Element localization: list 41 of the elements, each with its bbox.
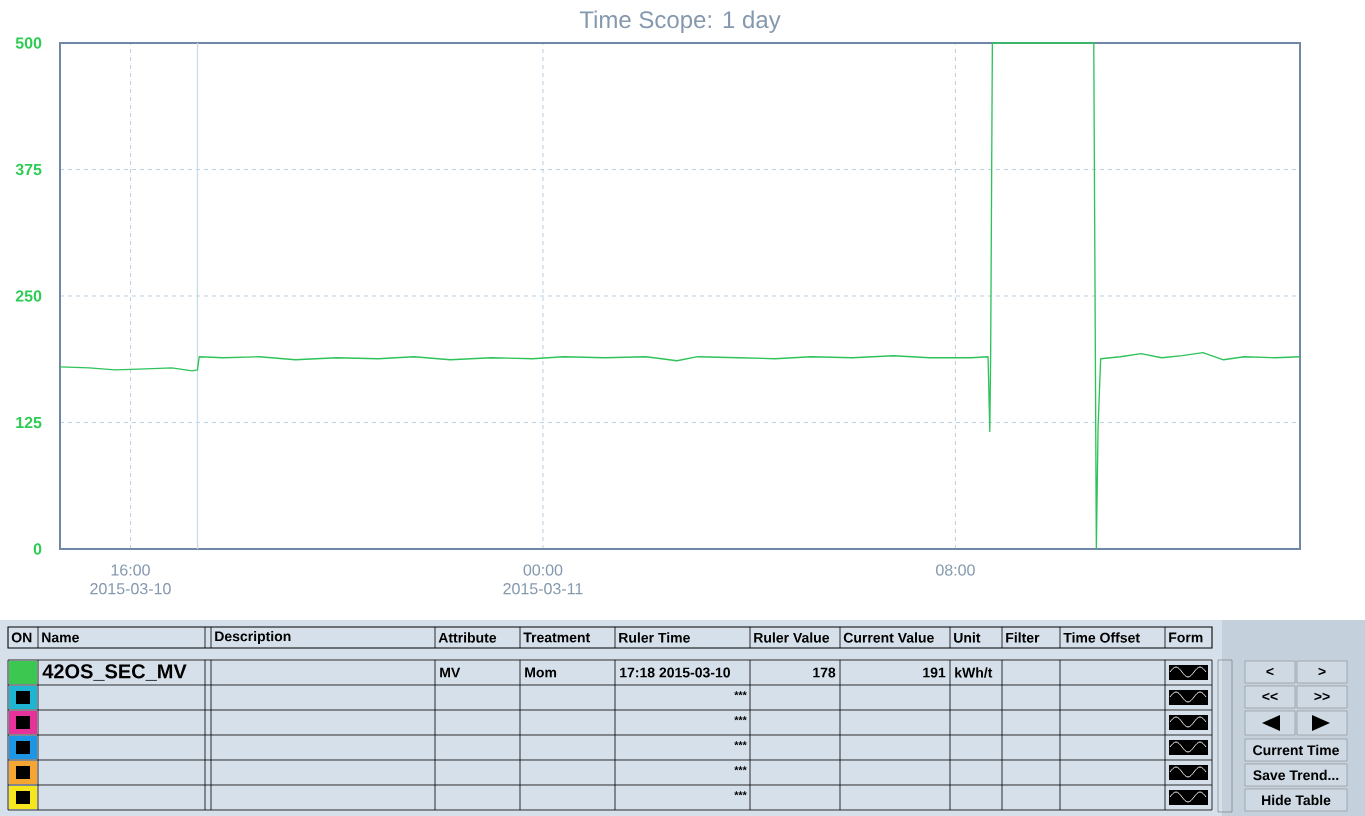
y-tick-label: 500 bbox=[15, 37, 42, 49]
text: *** bbox=[734, 716, 747, 721]
text: *** bbox=[734, 741, 747, 746]
text: Mom bbox=[525, 667, 557, 678]
text: Current Value bbox=[843, 632, 934, 643]
text: Filter bbox=[1006, 632, 1040, 643]
text: Description bbox=[215, 630, 291, 645]
text: Current Time bbox=[1253, 744, 1339, 756]
y-tick-label: 250 bbox=[15, 290, 42, 302]
text: >> bbox=[1314, 692, 1330, 701]
text: 42OS_SEC_MV bbox=[42, 664, 187, 681]
text: Treatment bbox=[523, 632, 591, 643]
text: Ruler Value bbox=[754, 632, 830, 643]
text: MV bbox=[440, 667, 461, 678]
text: 191 bbox=[923, 667, 946, 678]
y-tick-label: 375 bbox=[15, 163, 42, 176]
text: Attribute bbox=[438, 632, 497, 643]
text: Save Trend... bbox=[1253, 769, 1339, 781]
text: < bbox=[1266, 667, 1274, 676]
text: Time Offset bbox=[1063, 632, 1140, 643]
text: Ruler Time bbox=[619, 632, 690, 643]
text: Form bbox=[1169, 632, 1203, 643]
text: 17:18 2015-03-10 bbox=[620, 667, 730, 678]
y-tick-label: 125 bbox=[16, 416, 42, 429]
x-tick-label: 08:00 bbox=[936, 564, 975, 576]
text: Hide Table bbox=[1262, 794, 1331, 806]
text: ON bbox=[11, 632, 32, 643]
chart-title: Time Scope: 1 day bbox=[579, 10, 781, 33]
text: > bbox=[1318, 667, 1326, 676]
y-tick-label: 0 bbox=[33, 543, 42, 555]
text: Name bbox=[42, 632, 79, 643]
text: *** bbox=[734, 766, 747, 771]
text: kWh/t bbox=[955, 667, 993, 678]
line-series bbox=[59, 42, 1301, 550]
x-tick-label: 00:00 2015-03-11 bbox=[503, 564, 583, 595]
text: *** bbox=[734, 791, 747, 796]
x-tick-label: 16:00 2015-03-10 bbox=[90, 564, 171, 595]
text: *** bbox=[734, 691, 747, 696]
text: 178 bbox=[813, 667, 836, 678]
text: << bbox=[1262, 692, 1278, 701]
text: Unit bbox=[954, 632, 981, 643]
